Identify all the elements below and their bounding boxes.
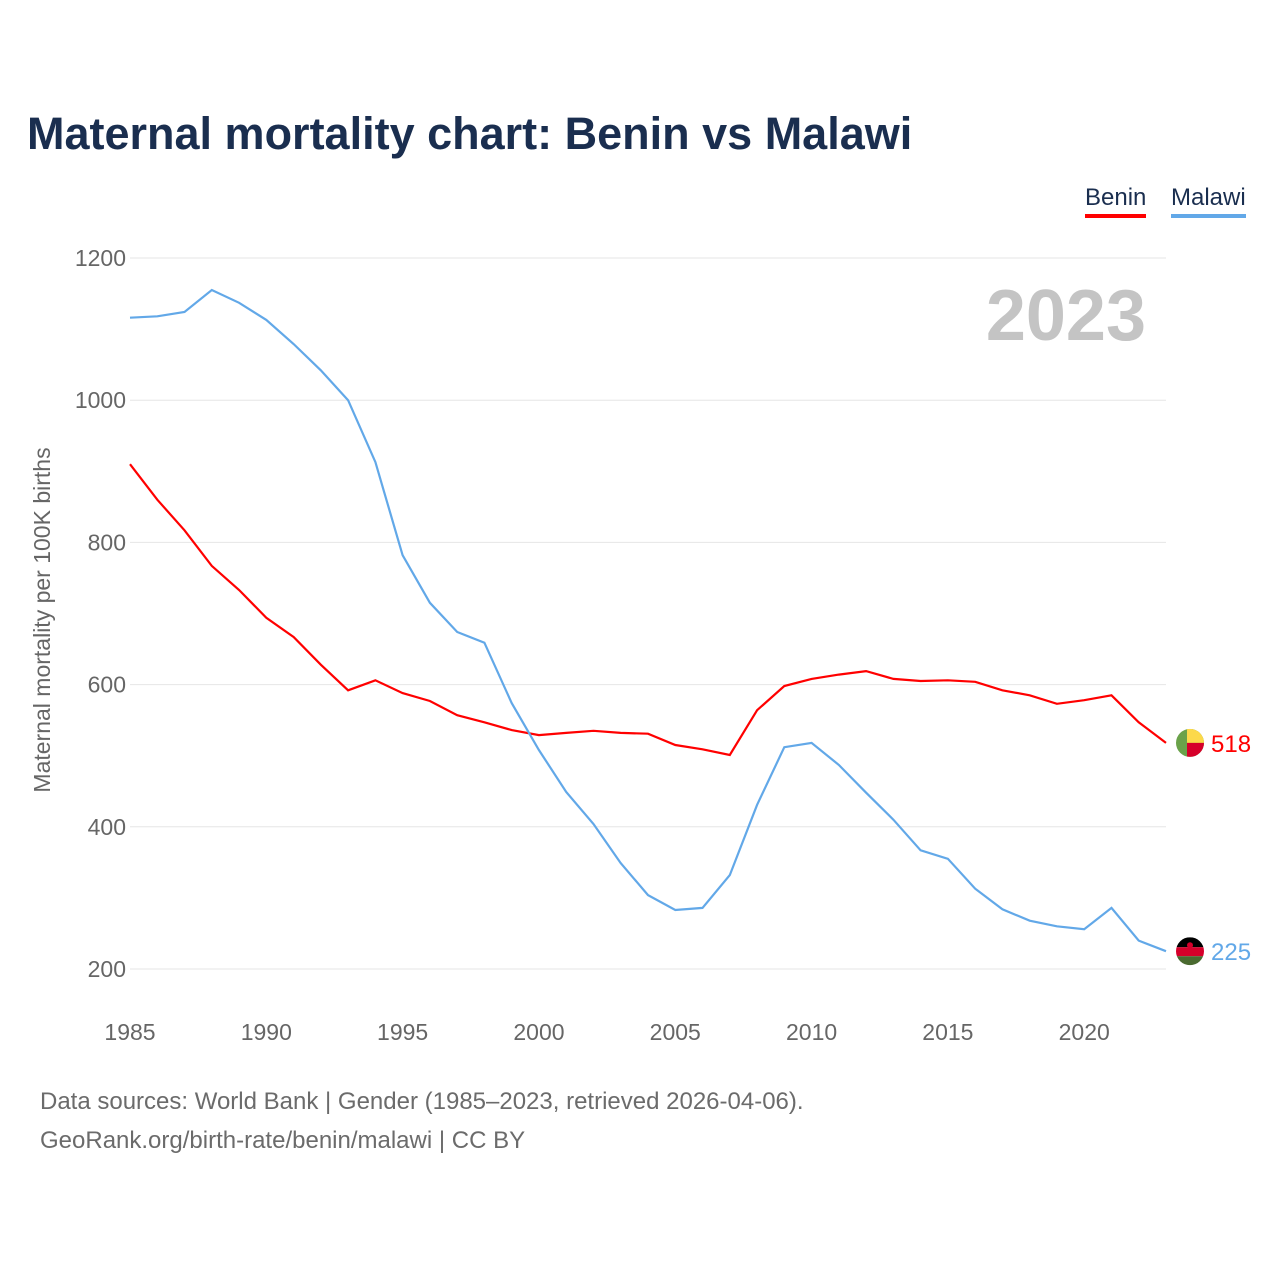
x-tick-label: 2015 <box>922 1019 973 1045</box>
x-tick-label: 1985 <box>104 1019 155 1045</box>
x-tick-label: 2000 <box>513 1019 564 1045</box>
y-tick-label: 1200 <box>75 245 126 271</box>
end-label-malawi: 225 <box>1211 939 1251 966</box>
flag-benin-icon <box>1176 728 1204 757</box>
series-line-benin <box>129 463 1167 757</box>
y-tick-label: 400 <box>88 814 126 840</box>
x-tick-label: 1995 <box>377 1019 428 1045</box>
x-tick-label: 2020 <box>1059 1019 1110 1045</box>
flag-malawi-icon <box>1176 937 1204 966</box>
x-tick-label: 2005 <box>650 1019 701 1045</box>
year-label: 2023 <box>986 276 1146 356</box>
y-tick-label: 200 <box>88 956 126 982</box>
source-url: GeoRank.org/birth-rate/benin/malawi | CC… <box>40 1127 526 1154</box>
source-note: Data sources: World Bank | Gender (1985–… <box>40 1088 804 1115</box>
x-tick-label: 2010 <box>786 1019 837 1045</box>
y-tick-label: 600 <box>88 672 126 698</box>
legend-benin[interactable]: Benin <box>1085 184 1147 218</box>
series-line-malawi <box>129 288 1167 953</box>
x-tick-label: 1990 <box>241 1019 292 1045</box>
legend-malawi[interactable]: Malawi <box>1171 184 1246 218</box>
chart-title: Maternal mortality chart: Benin vs Malaw… <box>27 108 913 159</box>
y-tick-label: 800 <box>88 529 126 555</box>
y-axis-label: Maternal mortality per 100K births <box>29 447 55 792</box>
y-tick-label: 1000 <box>75 387 126 413</box>
line-chart: 200 400 600 800 1000 1200 1985 1990 1995 2000 2005… <box>29 245 1251 1045</box>
end-label-benin: 518 <box>1211 731 1251 758</box>
